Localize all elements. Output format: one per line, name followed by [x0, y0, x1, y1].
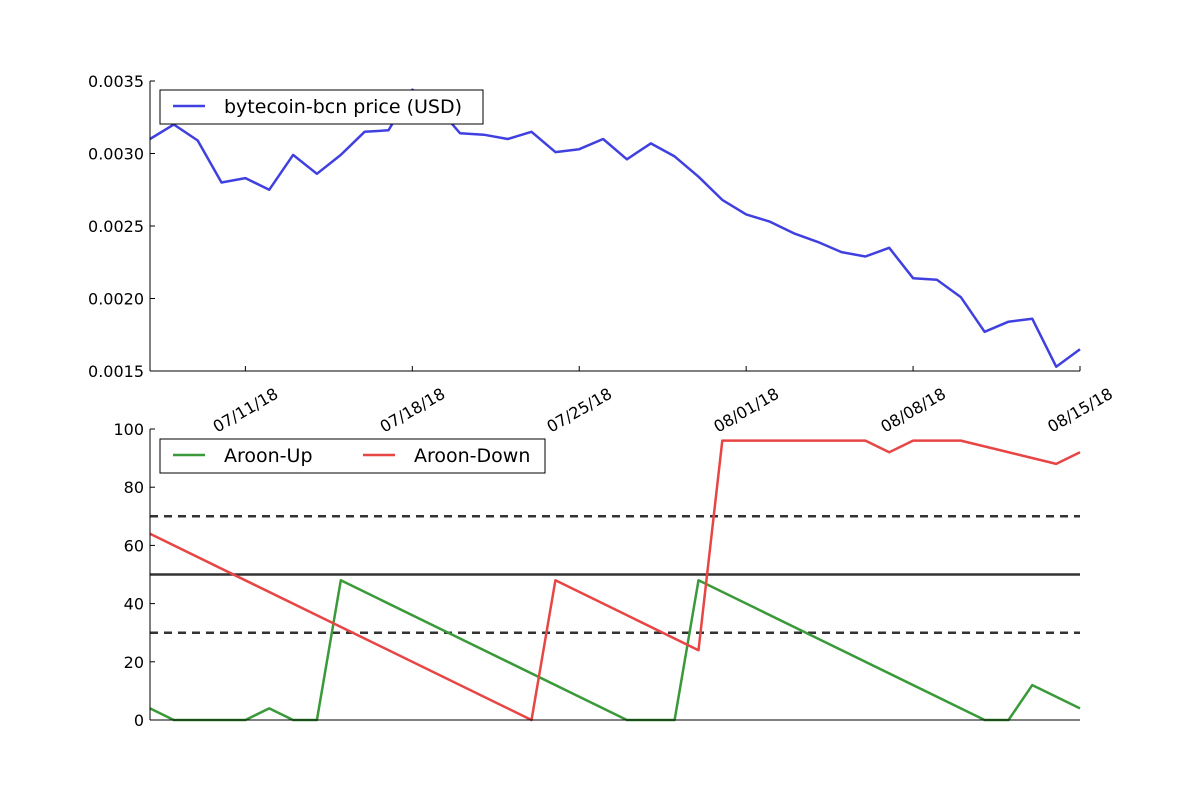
x-tick-label: 08/08/18: [877, 384, 949, 436]
legend-label-price: bytecoin-bcn price (USD): [224, 96, 462, 118]
series-line-price: [149, 88, 1081, 368]
aroon-legend-box: [159, 438, 546, 474]
x-tick-label: 08/15/18: [1044, 384, 1116, 436]
aroon-panel: 0 20 40 60 80 100 Aroon-Up Aroon-Down: [113, 420, 1081, 730]
aroon-legend: Aroon-Up Aroon-Down: [159, 438, 546, 474]
aroon-y-tick-label: 20: [124, 653, 144, 672]
price-y-tick-label: 0.0015: [88, 362, 144, 381]
price-y-tick-label: 0.0030: [88, 145, 144, 164]
aroon-y-tick-label: 80: [124, 478, 144, 497]
legend-label-aroon-up: Aroon-Up: [224, 445, 313, 467]
x-tick-label: 08/01/18: [710, 384, 782, 436]
price-legend-box: [159, 89, 484, 125]
aroon-y-tick-label: 60: [124, 536, 144, 555]
legend-label-aroon-down: Aroon-Down: [414, 445, 530, 467]
price-y-tick-label: 0.0035: [88, 72, 144, 91]
aroon-y-tick-label: 40: [124, 595, 144, 614]
price-y-tick-label: 0.0020: [88, 290, 144, 309]
x-tick-label: 07/25/18: [543, 384, 615, 436]
aroon-y-tick-label: 0: [134, 711, 144, 730]
x-tick-label: 07/18/18: [377, 384, 449, 436]
price-panel: 0.0015 0.0020 0.0025 0.0030 0.0035 07/11/18 07…: [88, 72, 1116, 436]
series-line-aroon-down: [149, 439, 1081, 722]
x-tick-label: 07/11/18: [210, 384, 282, 436]
price-y-tick-label: 0.0025: [88, 217, 144, 236]
aroon-y-tick-label: 100: [113, 420, 144, 439]
price-legend: bytecoin-bcn price (USD): [159, 89, 484, 125]
